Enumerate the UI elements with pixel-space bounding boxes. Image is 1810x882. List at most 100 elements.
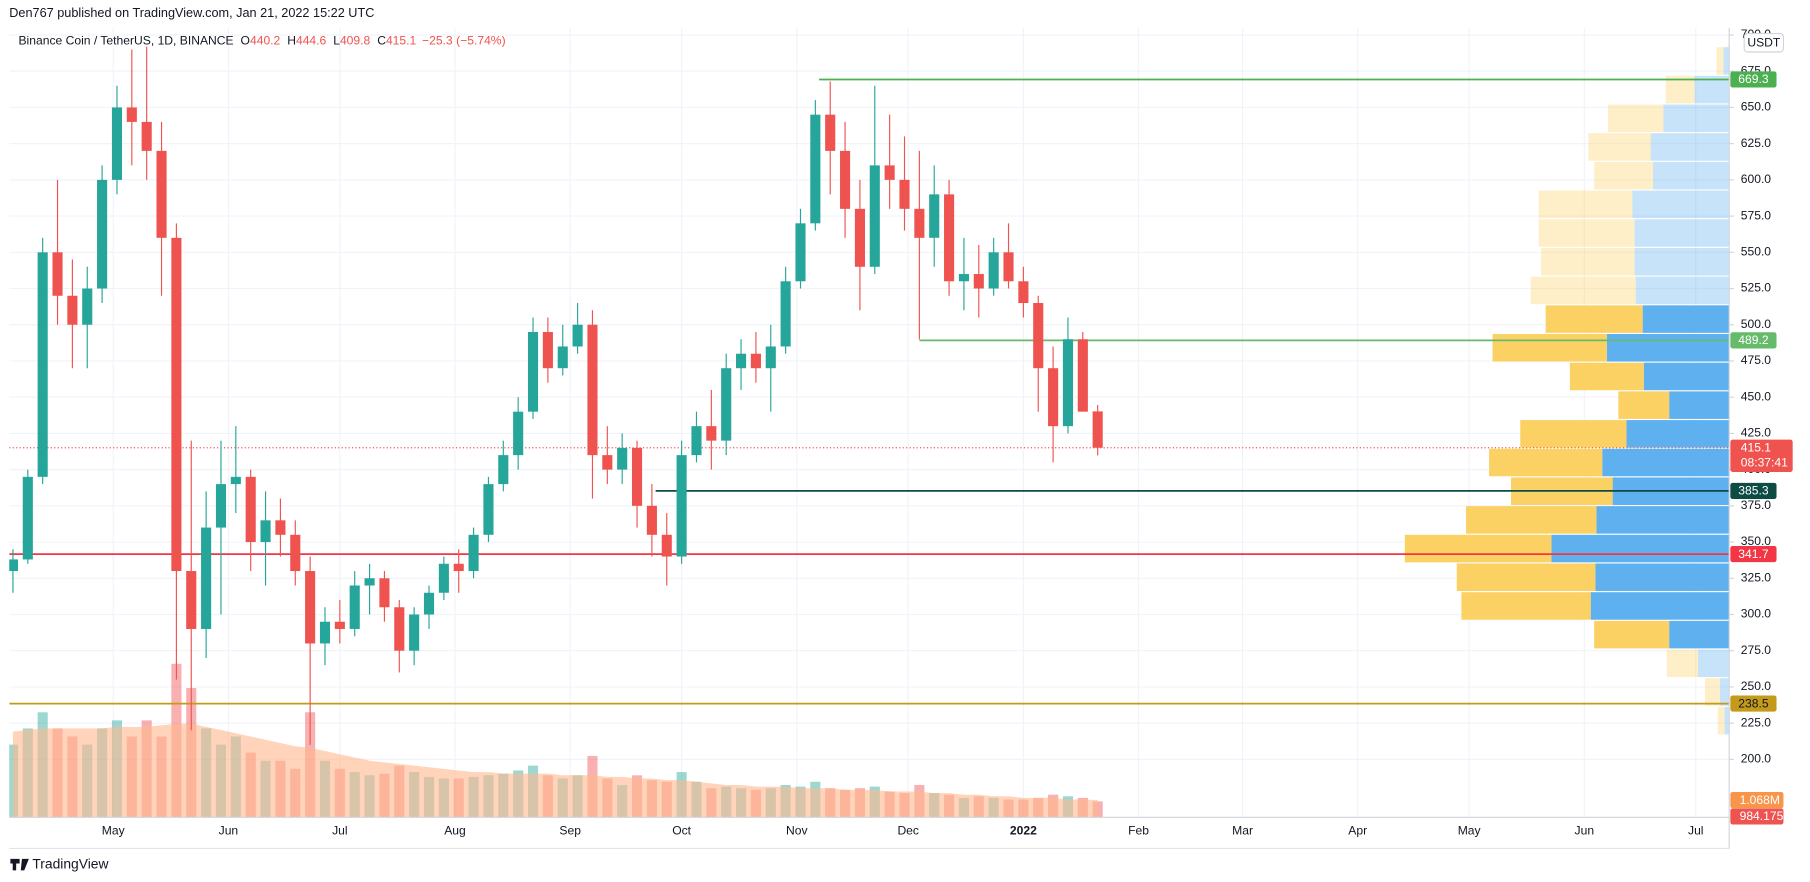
y-tick-label: 650.0: [1741, 100, 1772, 114]
grid: [9, 27, 1730, 818]
candle-body: [780, 281, 791, 347]
level-label: 385.3: [1738, 484, 1769, 498]
x-tick-label: Jul: [332, 823, 347, 837]
volume-label-box: [1730, 808, 1784, 825]
y-tick-label: 625.0: [1741, 136, 1772, 150]
x-tick-label: May: [1458, 823, 1482, 837]
candle-body: [349, 585, 360, 629]
candle-body: [631, 447, 643, 506]
candle-body: [840, 150, 851, 209]
x-tick-label: Oct: [672, 823, 691, 837]
logo-text: TradingView: [32, 855, 109, 871]
y-tick-label: 600.0: [1741, 172, 1772, 186]
x-tick-label: Feb: [1128, 823, 1149, 837]
candle-body: [319, 621, 331, 644]
candle-body: [97, 179, 108, 289]
candle-body: [869, 165, 880, 267]
x-tick-label: Sep: [559, 823, 581, 837]
profile-up: [1632, 190, 1730, 219]
candle-body: [765, 346, 776, 369]
profile-up: [1606, 334, 1730, 362]
publish-info: Den767 published on TradingView.com, Jan…: [9, 6, 374, 20]
y-tick-label: 250.0: [1741, 679, 1772, 693]
profile-down: [1717, 706, 1725, 735]
y-tick-label: 425.0: [1741, 426, 1772, 440]
profile-up: [1724, 706, 1730, 735]
x-tick-label: 2022: [1010, 823, 1037, 837]
y-tick-label: 500.0: [1741, 317, 1772, 331]
x-tick-label: Jul: [1688, 823, 1703, 837]
x-tick-label: Jun: [1575, 823, 1595, 837]
legend-ohlc-value: 415.1: [386, 34, 417, 48]
legend-change-pct: (−5.74%): [456, 34, 505, 48]
profile-up: [1669, 391, 1730, 419]
candle-body: [617, 447, 628, 470]
profile-down: [1666, 649, 1699, 678]
profile-up: [1595, 563, 1730, 592]
candle-body: [1062, 339, 1074, 427]
candle-body: [67, 295, 78, 325]
profile-up: [1698, 649, 1730, 678]
volume-ma-area: [12, 723, 1098, 818]
candle-body: [260, 520, 271, 543]
candle-body: [958, 274, 969, 282]
volume-pane: [9, 663, 1103, 818]
candle-body: [379, 578, 390, 608]
candle-body: [186, 571, 197, 629]
candle-body: [542, 331, 553, 369]
candle-body: [22, 476, 33, 560]
profile-down: [1404, 534, 1552, 563]
candle-body: [453, 563, 464, 572]
volume-label-box: [1730, 791, 1784, 809]
legend-ohlc-label: C: [377, 34, 386, 48]
y-tick-label: 325.0: [1741, 570, 1772, 584]
candle-body: [1048, 368, 1059, 427]
candle-body: [706, 426, 717, 441]
candle-body: [334, 621, 345, 629]
x-tick-label: Dec: [897, 823, 919, 837]
y-tick-label: 475.0: [1741, 353, 1772, 367]
candle-body: [423, 592, 435, 615]
profile-up: [1590, 592, 1730, 620]
profile-up: [1596, 506, 1730, 534]
level-label: 489.2: [1738, 333, 1769, 347]
profile-up: [1642, 305, 1730, 333]
level-label-box: [1730, 71, 1777, 88]
profile-down: [1716, 47, 1724, 75]
candle-body: [305, 571, 316, 644]
candle-body: [646, 505, 657, 535]
candle-body: [1077, 339, 1088, 412]
candle-body: [721, 368, 732, 441]
currency[interactable]: USDT: [1747, 36, 1781, 50]
candle-body: [914, 208, 925, 238]
logo-icon: [10, 858, 29, 871]
y-tick-label: 300.0: [1741, 607, 1772, 621]
y-tick-label: 550.0: [1741, 245, 1772, 259]
candle-body: [245, 476, 256, 543]
candle-body: [171, 237, 182, 572]
candle-body: [394, 607, 405, 651]
profile-down: [1492, 334, 1607, 362]
candle-body: [1092, 411, 1103, 448]
legend-ohlc-label: L: [333, 34, 340, 48]
candle-body: [825, 114, 836, 151]
profile-up: [1634, 219, 1730, 247]
candle-body: [944, 194, 955, 282]
candle-body: [557, 346, 568, 369]
profile-up: [1653, 161, 1730, 190]
legend-ohlc-value: 409.8: [340, 34, 371, 48]
y-tick-label: 575.0: [1741, 208, 1772, 222]
candle-body: [795, 223, 806, 282]
x-tick-label: Aug: [444, 823, 466, 837]
profile-down: [1588, 133, 1651, 161]
candle-body: [1018, 281, 1029, 304]
currency-box[interactable]: [1743, 32, 1785, 53]
candle-body: [587, 324, 598, 456]
x-tick-label: Mar: [1232, 823, 1253, 837]
candle-body: [156, 150, 167, 238]
candle-body: [691, 426, 702, 456]
y-tick-label: 275.0: [1741, 643, 1772, 657]
profile-up: [1602, 448, 1730, 477]
profile-down: [1665, 75, 1695, 104]
profile-up: [1669, 620, 1730, 649]
